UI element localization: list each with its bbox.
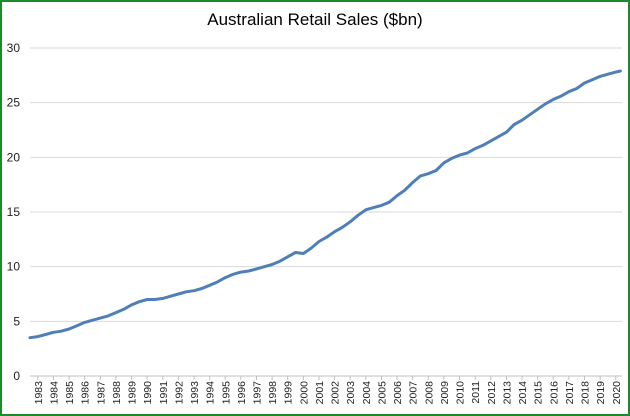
x-tick-label: 1997 xyxy=(251,381,263,405)
x-tick-label: 1999 xyxy=(283,381,295,405)
x-tick-label: 2003 xyxy=(345,381,357,405)
x-tick-label: 2020 xyxy=(611,381,623,405)
y-tick-label: 0 xyxy=(13,369,20,383)
x-tick-label: 2009 xyxy=(439,381,451,405)
x-tick-label: 2008 xyxy=(423,381,435,405)
x-tick-label: 1985 xyxy=(64,381,76,405)
x-tick-label: 1996 xyxy=(236,381,248,405)
y-tick-label: 10 xyxy=(7,260,21,274)
x-tick-label: 2012 xyxy=(486,381,498,405)
y-tick-label: 30 xyxy=(7,41,21,55)
x-tick-label: 1984 xyxy=(48,381,60,405)
x-tick-label: 1998 xyxy=(267,381,279,405)
x-tick-label: 1983 xyxy=(33,381,45,405)
chart-title: Australian Retail Sales ($bn) xyxy=(207,10,423,29)
x-tick-label: 1990 xyxy=(142,381,154,405)
y-tick-label: 15 xyxy=(7,205,21,219)
x-tick-label: 2000 xyxy=(298,381,310,405)
x-tick-label: 2005 xyxy=(376,381,388,405)
x-tick-label: 2018 xyxy=(580,381,592,405)
x-tick-label: 1987 xyxy=(95,381,107,405)
x-tick-label: 2015 xyxy=(533,381,545,405)
x-tick-label: 2004 xyxy=(361,381,373,405)
x-tick-label: 2017 xyxy=(564,381,576,405)
x-tick-label: 1986 xyxy=(80,381,92,405)
x-tick-label: 2001 xyxy=(314,381,326,405)
y-tick-label: 5 xyxy=(13,314,20,328)
y-tick-label: 25 xyxy=(7,96,21,110)
x-tick-label: 1994 xyxy=(205,381,217,405)
x-tick-label: 1989 xyxy=(127,381,139,405)
x-tick-label: 2014 xyxy=(517,381,529,405)
x-tick-label: 2011 xyxy=(470,381,482,404)
x-tick-label: 2013 xyxy=(501,381,513,405)
x-tick-label: 1995 xyxy=(220,381,232,405)
x-tick-label: 1991 xyxy=(158,381,170,405)
y-tick-label: 20 xyxy=(7,150,21,164)
x-tick-label: 2007 xyxy=(408,381,420,405)
x-tick-label: 2010 xyxy=(455,381,467,405)
x-tick-label: 2006 xyxy=(392,381,404,405)
series-line xyxy=(28,69,622,340)
x-tick-label: 1992 xyxy=(173,381,185,405)
x-tick-label: 1993 xyxy=(189,381,201,405)
x-tick-label: 2002 xyxy=(330,381,342,405)
x-tick-label: 2019 xyxy=(595,381,607,405)
x-tick-label: 1988 xyxy=(111,381,123,405)
x-tick-label: 2016 xyxy=(548,381,560,405)
